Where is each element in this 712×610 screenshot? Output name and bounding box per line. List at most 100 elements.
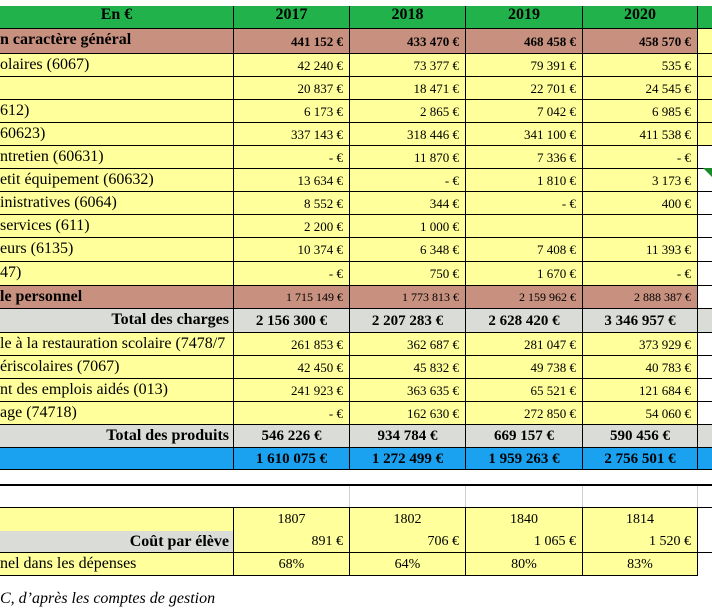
extra-cell[interactable]: [698, 531, 712, 553]
extra-cell[interactable]: [698, 100, 712, 123]
value-cell[interactable]: 1 520 €: [583, 531, 698, 553]
header-year-2020[interactable]: 2020: [583, 6, 698, 29]
value-cell[interactable]: 7 408 €: [466, 238, 583, 262]
row-label-cell[interactable]: Coût par élève: [0, 531, 234, 553]
header-year-2018[interactable]: 2018: [350, 6, 466, 29]
value-cell[interactable]: - €: [583, 262, 698, 286]
extra-cell[interactable]: [698, 238, 712, 262]
extra-cell[interactable]: [698, 309, 712, 333]
extra-cell[interactable]: [698, 29, 712, 54]
value-cell[interactable]: 8 552 €: [234, 192, 350, 215]
value-cell[interactable]: 261 853 €: [234, 333, 350, 356]
value-cell[interactable]: 40 783 €: [583, 356, 698, 379]
value-cell[interactable]: 1 272 499 €: [350, 448, 466, 470]
extra-cell[interactable]: [698, 425, 712, 448]
value-cell[interactable]: 1 810 €: [466, 169, 583, 192]
value-cell[interactable]: 1 000 €: [350, 215, 466, 238]
value-cell[interactable]: 11 393 €: [583, 238, 698, 262]
value-cell[interactable]: 400 €: [583, 192, 698, 215]
header-year-2017[interactable]: 2017: [234, 6, 350, 29]
value-cell[interactable]: 750 €: [350, 262, 466, 286]
header-year-2019[interactable]: 2019: [466, 6, 583, 29]
value-cell[interactable]: - €: [583, 146, 698, 169]
row-label-cell[interactable]: [0, 508, 234, 532]
value-cell[interactable]: - €: [234, 146, 350, 169]
value-cell[interactable]: 83%: [583, 553, 698, 576]
value-cell[interactable]: 1 715 149 €: [234, 286, 350, 309]
value-cell[interactable]: 1 959 263 €: [466, 448, 583, 470]
value-cell[interactable]: 535 €: [583, 54, 698, 77]
extra-cell[interactable]: [698, 286, 712, 309]
value-cell[interactable]: 45 832 €: [350, 356, 466, 379]
value-cell[interactable]: 65 521 €: [466, 379, 583, 402]
value-cell[interactable]: 2 756 501 €: [583, 448, 698, 470]
row-label-cell[interactable]: 612): [0, 100, 234, 123]
value-cell[interactable]: 1807: [234, 508, 350, 532]
value-cell[interactable]: 318 446 €: [350, 123, 466, 146]
value-cell[interactable]: 363 635 €: [350, 379, 466, 402]
row-label-cell[interactable]: 47): [0, 262, 234, 286]
value-cell[interactable]: 2 865 €: [350, 100, 466, 123]
value-cell[interactable]: 24 545 €: [583, 77, 698, 100]
value-cell[interactable]: 18 471 €: [350, 77, 466, 100]
extra-cell[interactable]: [698, 553, 712, 576]
value-cell[interactable]: 64%: [350, 553, 466, 576]
value-cell[interactable]: 7 042 €: [466, 100, 583, 123]
value-cell[interactable]: 1 065 €: [466, 531, 583, 553]
value-cell[interactable]: 79 391 €: [466, 54, 583, 77]
row-label-cell[interactable]: [0, 77, 234, 100]
row-label-cell[interactable]: le personnel: [0, 286, 234, 309]
value-cell[interactable]: 22 701 €: [466, 77, 583, 100]
value-cell[interactable]: 891 €: [234, 531, 350, 553]
value-cell[interactable]: [583, 215, 698, 238]
value-cell[interactable]: 546 226 €: [234, 425, 350, 448]
value-cell[interactable]: 20 837 €: [234, 77, 350, 100]
extra-cell[interactable]: [698, 123, 712, 146]
value-cell[interactable]: 73 377 €: [350, 54, 466, 77]
value-cell[interactable]: 433 470 €: [350, 29, 466, 54]
value-cell[interactable]: 669 157 €: [466, 425, 583, 448]
value-cell[interactable]: 2 888 387 €: [583, 286, 698, 309]
value-cell[interactable]: 7 336 €: [466, 146, 583, 169]
empty-cell[interactable]: [583, 486, 698, 507]
row-label-cell[interactable]: age (74718): [0, 402, 234, 425]
value-cell[interactable]: 54 060 €: [583, 402, 698, 425]
value-cell[interactable]: 2 159 962 €: [466, 286, 583, 309]
header-label-cell[interactable]: En €: [0, 6, 234, 29]
row-label-cell[interactable]: etit équipement (60632): [0, 169, 234, 192]
extra-cell[interactable]: [698, 402, 712, 425]
value-cell[interactable]: 373 929 €: [583, 333, 698, 356]
value-cell[interactable]: 42 450 €: [234, 356, 350, 379]
value-cell[interactable]: 80%: [466, 553, 583, 576]
value-cell[interactable]: 272 850 €: [466, 402, 583, 425]
value-cell[interactable]: 362 687 €: [350, 333, 466, 356]
value-cell[interactable]: 468 458 €: [466, 29, 583, 54]
row-label-cell[interactable]: [0, 448, 234, 470]
value-cell[interactable]: 3 173 €: [583, 169, 698, 192]
value-cell[interactable]: 121 684 €: [583, 379, 698, 402]
value-cell[interactable]: 337 143 €: [234, 123, 350, 146]
row-label-cell[interactable]: ntretien (60631): [0, 146, 234, 169]
value-cell[interactable]: 3 346 957 €: [583, 309, 698, 333]
value-cell[interactable]: 1814: [583, 508, 698, 532]
row-label-cell[interactable]: nel dans les dépenses: [0, 553, 234, 576]
value-cell[interactable]: 411 538 €: [583, 123, 698, 146]
value-cell[interactable]: 11 870 €: [350, 146, 466, 169]
value-cell[interactable]: 341 100 €: [466, 123, 583, 146]
comment-marker-icon[interactable]: [703, 168, 712, 177]
row-label-cell[interactable]: services (611): [0, 215, 234, 238]
value-cell[interactable]: 6 985 €: [583, 100, 698, 123]
value-cell[interactable]: 590 456 €: [583, 425, 698, 448]
extra-cell[interactable]: [698, 379, 712, 402]
value-cell[interactable]: - €: [234, 262, 350, 286]
value-cell[interactable]: 6 348 €: [350, 238, 466, 262]
row-label-cell[interactable]: 60623): [0, 123, 234, 146]
extra-cell[interactable]: [698, 215, 712, 238]
value-cell[interactable]: 458 570 €: [583, 29, 698, 54]
row-label-cell[interactable]: le à la restauration scolaire (7478/7: [0, 333, 234, 356]
value-cell[interactable]: 68%: [234, 553, 350, 576]
value-cell[interactable]: 1 773 813 €: [350, 286, 466, 309]
extra-cell[interactable]: [698, 356, 712, 379]
value-cell[interactable]: 10 374 €: [234, 238, 350, 262]
row-label-cell[interactable]: eurs (6135): [0, 238, 234, 262]
